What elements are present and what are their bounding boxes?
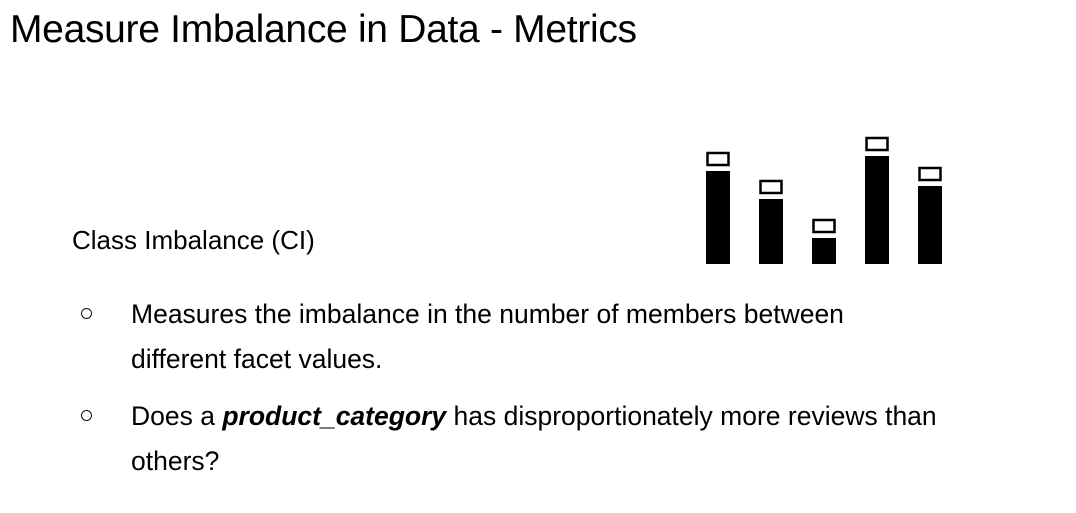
illustration-bar-5: [918, 186, 942, 264]
illustration-cap-1: [706, 151, 730, 167]
bullet-2-suffix: has disproportionately more reviews than: [446, 401, 937, 431]
bullet-2-emphasis: product_category: [222, 401, 447, 431]
bullet-2-line-2: others?: [131, 446, 220, 476]
bullet-item-2: Does a product_category has disproportio…: [0, 394, 1076, 484]
page-title: Measure Imbalance in Data - Metrics: [10, 8, 637, 51]
bullet-item-1: Measures the imbalance in the number of …: [0, 292, 1076, 382]
hollow-circle-bullet-icon: [81, 308, 92, 319]
bullet-list: Measures the imbalance in the number of …: [0, 292, 1076, 496]
illustration-bar-4: [865, 156, 889, 264]
illustration-bar-3: [812, 238, 836, 264]
bullet-2-prefix: Does a: [131, 401, 223, 431]
bar-chart-icon: [706, 136, 942, 264]
illustration-cap-5: [918, 166, 942, 182]
bullet-1-line-2: different facet values.: [131, 344, 383, 374]
hollow-circle-bullet-icon: [81, 410, 92, 421]
illustration-cap-2: [759, 179, 783, 195]
section-heading: Class Imbalance (CI): [72, 225, 315, 255]
illustration-bar-1: [706, 171, 730, 264]
illustration-bar-2: [759, 199, 783, 264]
illustration-cap-3: [812, 218, 836, 234]
illustration-cap-4: [865, 136, 889, 152]
bullet-1-line-1: Measures the imbalance in the number of …: [131, 299, 844, 329]
